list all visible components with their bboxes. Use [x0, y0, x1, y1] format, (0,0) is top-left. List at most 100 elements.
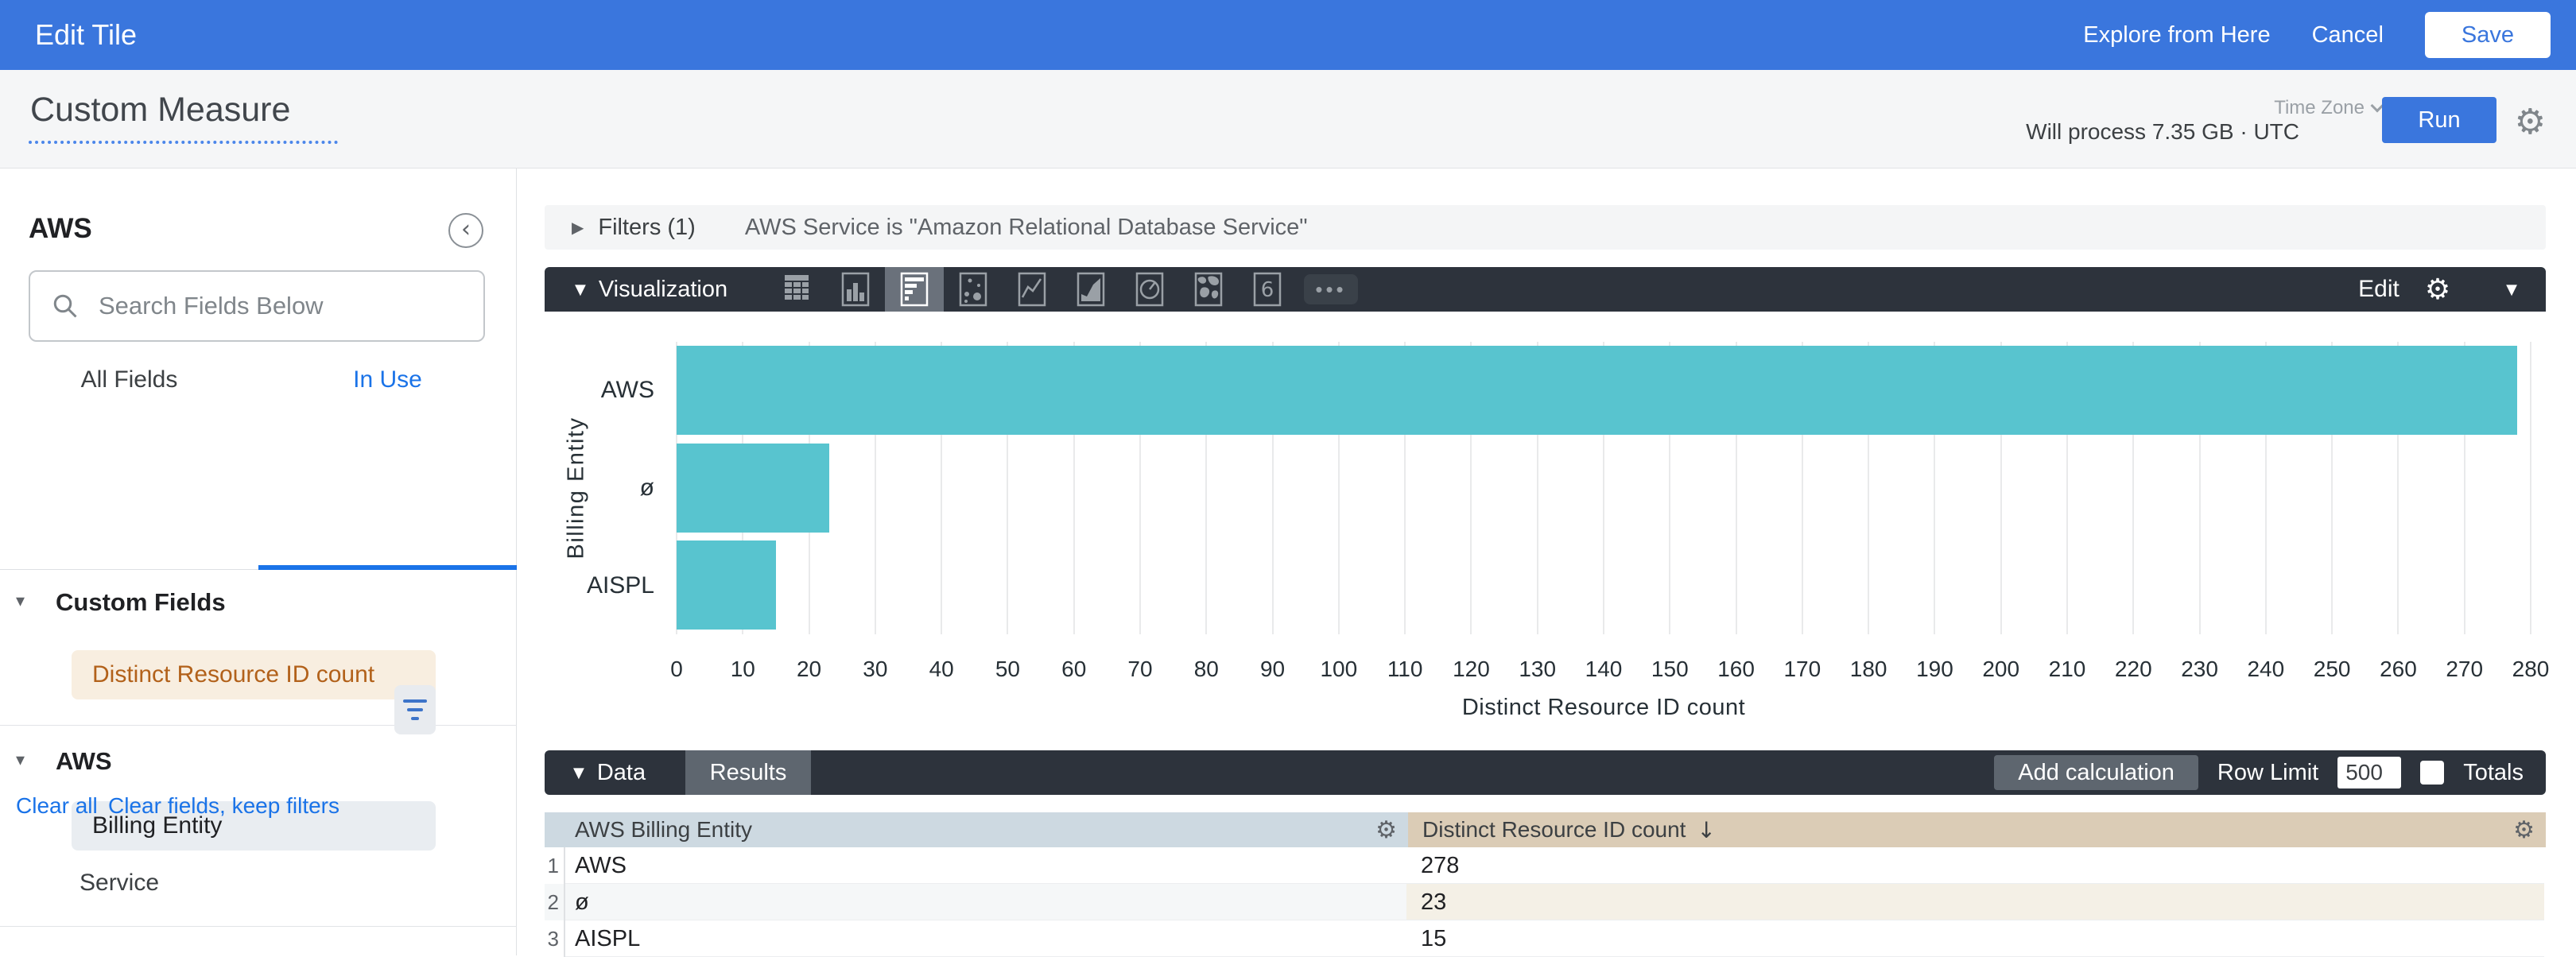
field-service[interactable]: Service [80, 870, 160, 896]
run-button[interactable]: Run [2382, 97, 2496, 143]
cell-measure[interactable]: 23 [1406, 884, 2544, 920]
line-chart-icon[interactable] [1003, 267, 1061, 312]
area-chart-icon[interactable] [1061, 267, 1120, 312]
caret-down-icon[interactable]: ▼ [575, 281, 586, 298]
tile-title[interactable]: Custom Measure [29, 91, 339, 144]
gridline [1934, 342, 1936, 634]
row-limit-label: Row Limit [2217, 759, 2319, 785]
clear-all-link[interactable]: Clear all [16, 793, 98, 818]
x-axis-tick-label: 150 [1651, 657, 1689, 681]
gridline [1337, 342, 1340, 634]
x-axis-tick-label: 90 [1259, 657, 1286, 681]
x-axis-tick-label: 180 [1849, 657, 1887, 681]
x-axis-tick-label: 110 [1387, 657, 1423, 681]
caret-right-icon: ▶ [572, 218, 584, 237]
column-header-dimension[interactable]: AWS Billing Entity ⚙ [545, 812, 1408, 847]
column-chart-icon[interactable] [826, 267, 885, 312]
search-input[interactable] [99, 292, 448, 320]
tab-all-fields[interactable]: All Fields [80, 366, 178, 393]
gridline [2264, 342, 2267, 634]
cell-measure[interactable]: 278 [1406, 847, 2544, 884]
row-limit-input[interactable] [2337, 757, 2402, 788]
caret-down-icon[interactable]: ▼ [2506, 281, 2517, 298]
gear-icon[interactable]: ⚙ [2424, 273, 2451, 306]
x-axis-tick-label: 120 [1453, 657, 1490, 681]
caret-down-icon: ▾ [16, 591, 25, 611]
totals-label: Totals [2463, 759, 2524, 785]
cell-measure[interactable]: 15 [1406, 920, 2544, 957]
gear-icon[interactable]: ⚙ [2514, 102, 2546, 142]
clear-fields-keep-filters-link[interactable]: Clear fields, keep filters [108, 793, 340, 818]
chart-plot-area: Billing Entity Distinct Resource ID coun… [564, 342, 2549, 720]
table-header-row: AWS Billing Entity ⚙ Distinct Resource I… [545, 812, 2546, 847]
x-axis-tick-label: 170 [1783, 657, 1821, 681]
cancel-button[interactable]: Cancel [2311, 21, 2384, 48]
timezone-selector[interactable]: Time Zone [2274, 97, 2384, 119]
search-icon [53, 294, 77, 318]
x-axis-tick-label: 230 [2181, 657, 2218, 681]
pie-chart-icon[interactable] [1120, 267, 1179, 312]
gridline [2066, 342, 2068, 634]
viz-type-picker: 6 ••• [767, 267, 1365, 312]
filter-list-icon[interactable] [394, 685, 436, 734]
filters-bar[interactable]: ▶ Filters (1) AWS Service is "Amazon Rel… [545, 205, 2546, 250]
field-distinct-resource-id-count[interactable]: Distinct Resource ID count [72, 650, 436, 699]
gridline [2132, 342, 2135, 634]
more-viz-icon[interactable]: ••• [1297, 267, 1365, 312]
data-header: Data [596, 759, 646, 785]
x-axis-tick-label: 40 [929, 657, 954, 681]
bar-AWS[interactable] [677, 346, 2518, 435]
gridline [2331, 342, 2334, 634]
bar-chart-icon[interactable] [885, 267, 944, 312]
x-axis-tick-label: 270 [2446, 657, 2484, 681]
cell-dimension[interactable]: AISPL [565, 920, 1406, 957]
column-header-measure[interactable]: Distinct Resource ID count ↓ ⚙ [1408, 812, 2546, 847]
x-axis-tick-label: 250 [2313, 657, 2351, 681]
cell-dimension[interactable]: AWS [565, 847, 1406, 884]
x-axis-tick-label: 280 [2512, 657, 2550, 681]
section-custom-fields[interactable]: ▾ Custom Fields [16, 588, 226, 616]
collapse-sidebar-button[interactable]: ‹ [448, 213, 483, 248]
gridline [1801, 342, 1803, 634]
scatter-chart-icon[interactable] [944, 267, 1003, 312]
active-tab-indicator [258, 565, 517, 570]
save-button[interactable]: Save [2424, 12, 2551, 58]
x-axis-tick-label: 10 [730, 657, 755, 681]
viz-actions: Edit ⚙ ▼ [2358, 267, 2517, 312]
single-value-icon[interactable]: 6 [1238, 267, 1297, 312]
gridline [874, 342, 876, 634]
tab-in-use[interactable]: In Use [353, 366, 422, 393]
gridline [1404, 342, 1406, 634]
filters-summary: AWS Service is "Amazon Relational Databa… [744, 214, 1308, 240]
results-tab[interactable]: Results [685, 750, 811, 795]
gear-icon[interactable]: ⚙ [1375, 816, 1397, 844]
caret-down-icon[interactable]: ▼ [573, 764, 584, 781]
table-body: 1 AWS 278 2 ø 23 3 AISPL 15 [545, 847, 2546, 957]
add-calculation-button[interactable]: Add calculation [1994, 755, 2198, 790]
gridline [2198, 342, 2201, 634]
cell-dimension[interactable]: ø [565, 884, 1406, 920]
model-name: AWS [29, 213, 92, 244]
chevron-left-icon: ‹ [461, 215, 471, 243]
bar-ø[interactable] [677, 443, 829, 533]
explore-from-here-button[interactable]: Explore from Here [2083, 21, 2271, 48]
results-table: AWS Billing Entity ⚙ Distinct Resource I… [545, 812, 2546, 957]
search-field-container [29, 270, 485, 342]
viz-edit-button[interactable]: Edit [2358, 276, 2399, 302]
gridline [1007, 342, 1009, 634]
table-row[interactable]: 2 ø 23 [545, 884, 2546, 920]
table-row[interactable]: 1 AWS 278 [545, 847, 2546, 884]
bar-AISPL[interactable] [677, 540, 776, 630]
table-row[interactable]: 3 AISPL 15 [545, 920, 2546, 957]
x-axis-tick-label: 190 [1916, 657, 1953, 681]
row-number: 3 [545, 920, 565, 957]
y-axis-category-label: AWS [600, 377, 654, 404]
section-aws[interactable]: ▾ AWS [16, 747, 112, 775]
table-chart-icon[interactable] [767, 267, 826, 312]
map-chart-icon[interactable] [1179, 267, 1238, 312]
field-billing-entity[interactable]: Billing Entity [72, 801, 436, 850]
x-axis-tick-label: 160 [1717, 657, 1755, 681]
totals-checkbox[interactable] [2420, 761, 2445, 785]
gear-icon[interactable]: ⚙ [2513, 816, 2535, 844]
gridline [1536, 342, 1538, 634]
